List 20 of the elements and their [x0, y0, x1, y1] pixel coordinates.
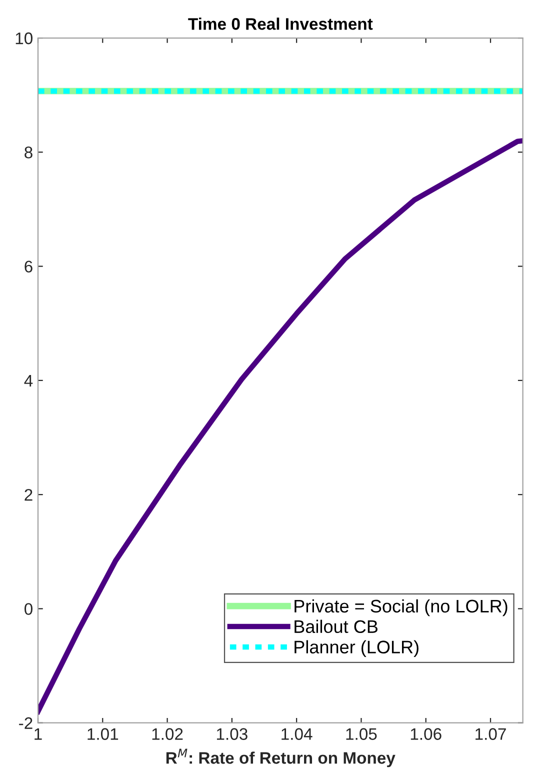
legend-label: Planner (LOLR) [294, 640, 418, 658]
x-tick-label: 1.02 [152, 728, 183, 740]
y-tick-label: -2 [19, 717, 32, 729]
y-tick-label: 4 [24, 375, 33, 386]
x-tick-label: 1.05 [346, 728, 377, 740]
y-tick-label: 6 [24, 260, 32, 272]
y-tick-label: 0 [24, 603, 32, 615]
chart-title: Time 0 Real Investment [188, 18, 373, 30]
x-axis-title: R$^{M}$: Rate of Return on Money [166, 748, 396, 768]
legend-label: Private = Social (no LOLR) [294, 599, 508, 616]
y-tick-label: 8 [24, 146, 32, 158]
x-tick-label: 1 [34, 728, 42, 740]
x-tick-label: 1.01 [88, 728, 118, 740]
x-tick-label: 1.07 [476, 728, 506, 740]
y-tick-label: 10 [16, 32, 32, 44]
x-tick-label: 1.06 [410, 728, 442, 740]
legend-label: Bailout CB [294, 620, 378, 634]
x-tick-label: 1.04 [282, 728, 312, 740]
x-tick-label: 1.03 [216, 728, 248, 740]
y-tick-label: 2 [24, 488, 32, 501]
